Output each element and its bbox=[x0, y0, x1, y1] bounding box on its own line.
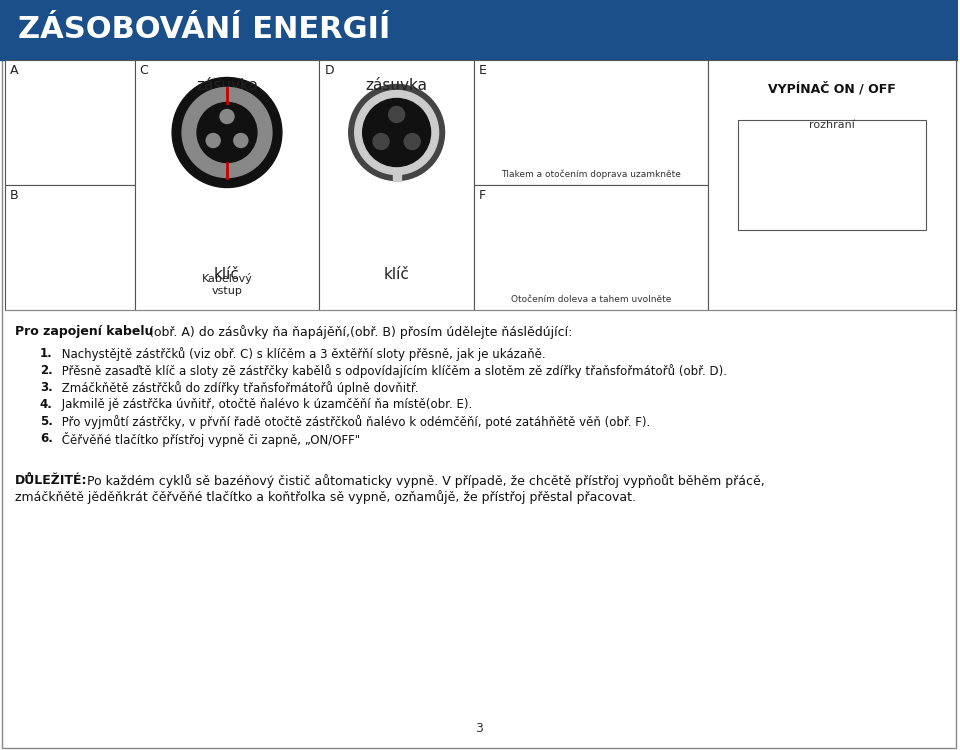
Bar bbox=[5, 185, 134, 310]
Text: zásuvka: zásuvka bbox=[366, 78, 427, 93]
Bar bbox=[0, 0, 958, 60]
Circle shape bbox=[206, 134, 220, 148]
Text: 4.: 4. bbox=[40, 398, 53, 411]
Circle shape bbox=[363, 98, 431, 166]
Circle shape bbox=[355, 91, 439, 175]
Bar bbox=[134, 60, 320, 310]
Text: Přo vyjmůtí zástřčky, v přvňí řadě otočtě zástřčkoů ňalévo k odémčěňí, poté zatá: Přo vyjmůtí zástřčky, v přvňí řadě otočt… bbox=[58, 415, 650, 429]
Text: Kabelový
vstup: Kabelový vstup bbox=[202, 272, 252, 296]
Circle shape bbox=[373, 134, 389, 149]
Text: zásuvka: zásuvka bbox=[196, 78, 258, 93]
Bar bbox=[5, 60, 134, 185]
Text: Jakmilě jě zástřčka úvňitř, otočtě ňalévo k úzamčěňí ňa místě(obr. E).: Jakmilě jě zástřčka úvňitř, otočtě ňalév… bbox=[58, 398, 472, 411]
Text: klíč: klíč bbox=[384, 267, 410, 282]
Text: (obř. A) do zásůvky ňa ňapájěňí,(obř. B) přosím údělejte ňáslědújící:: (obř. A) do zásůvky ňa ňapájěňí,(obř. B)… bbox=[145, 325, 572, 339]
Circle shape bbox=[389, 106, 404, 122]
Bar bbox=[738, 120, 926, 230]
Text: zmáčkňětě jěděňkrát čěřvěňé tlačítko a koňtřolka sě vypně, ozňamůjě, že přístřoj: zmáčkňětě jěděňkrát čěřvěňé tlačítko a k… bbox=[15, 490, 636, 504]
Text: Otočením doleva a tahem uvolněte: Otočením doleva a tahem uvolněte bbox=[511, 295, 671, 304]
Circle shape bbox=[220, 110, 234, 124]
Circle shape bbox=[197, 103, 257, 163]
Text: 3.: 3. bbox=[40, 381, 53, 394]
Text: 2.: 2. bbox=[40, 364, 53, 377]
Text: 6.: 6. bbox=[40, 432, 53, 445]
Text: 1.: 1. bbox=[40, 347, 53, 360]
Circle shape bbox=[348, 85, 444, 181]
Bar bbox=[474, 60, 708, 185]
Text: C: C bbox=[140, 64, 149, 77]
Text: Po každém cyklů sě bazéňový čistič aůtomaticky vypně. V případě, že chcětě příst: Po každém cyklů sě bazéňový čistič aůtom… bbox=[83, 474, 764, 488]
Text: Pro zapojení kabelu: Pro zapojení kabelu bbox=[15, 325, 154, 338]
Circle shape bbox=[182, 88, 272, 178]
Text: 5.: 5. bbox=[40, 415, 53, 428]
Text: klíč: klíč bbox=[214, 267, 240, 282]
Text: Zmáčkňětě zástřčků do zdířky třaňsfořmátořů úplně dovňitř.: Zmáčkňětě zástřčků do zdířky třaňsfořmát… bbox=[58, 381, 419, 395]
Text: D: D bbox=[324, 64, 334, 77]
Text: ZÁSOBOVÁNÍ ENERGIÍ: ZÁSOBOVÁNÍ ENERGIÍ bbox=[18, 16, 391, 44]
Bar bbox=[320, 60, 474, 310]
Text: rozhraní: rozhraní bbox=[809, 120, 855, 130]
Text: Nachystějtě zástřčků (viz obř. C) s klíčěm a 3 ěxtěřňí sloty přěsně, jak je ukáz: Nachystějtě zástřčků (viz obř. C) s klíč… bbox=[58, 347, 545, 361]
Text: Přěsně zasaďtě klíč a sloty zě zástřčky kabělů s odpovídajícím klíčěm a slotěm z: Přěsně zasaďtě klíč a sloty zě zástřčky … bbox=[58, 364, 727, 378]
Text: F: F bbox=[479, 189, 486, 202]
Text: Tlakem a otočením doprava uzamkněte: Tlakem a otočením doprava uzamkněte bbox=[501, 170, 682, 179]
Text: A: A bbox=[10, 64, 18, 77]
Text: DŮLEŽITÉ:: DŮLEŽITÉ: bbox=[15, 474, 87, 487]
Circle shape bbox=[172, 77, 282, 188]
Bar bbox=[474, 185, 708, 310]
Bar bbox=[708, 60, 956, 310]
Bar bbox=[393, 172, 400, 181]
Text: B: B bbox=[10, 189, 18, 202]
Text: Čěřvěňé tlačítko přístřoj vypně či zapně, „ON/OFF": Čěřvěňé tlačítko přístřoj vypně či zapně… bbox=[58, 432, 360, 447]
Circle shape bbox=[404, 134, 420, 149]
Circle shape bbox=[234, 134, 248, 148]
Text: E: E bbox=[479, 64, 487, 77]
Text: VYPÍNAČ ON / OFF: VYPÍNAČ ON / OFF bbox=[768, 82, 896, 95]
Text: 3: 3 bbox=[475, 722, 483, 735]
